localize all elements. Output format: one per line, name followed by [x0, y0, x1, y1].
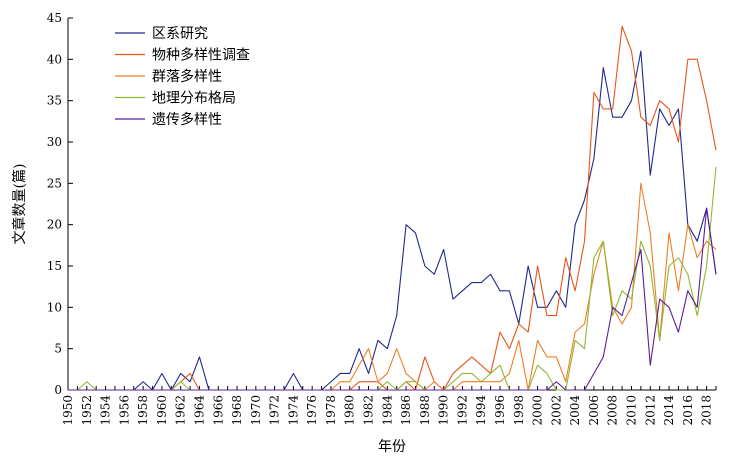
- x-tick-label: 1952: [80, 395, 94, 426]
- x-tick-label: 1964: [192, 395, 206, 426]
- x-tick-label: 1986: [399, 395, 413, 426]
- series-lines: [68, 25, 717, 391]
- x-tick-label: 1954: [99, 395, 113, 426]
- y-tick-label: 10: [47, 300, 62, 314]
- x-tick-label: 1984: [380, 395, 394, 426]
- y-tick-label: 35: [47, 94, 62, 108]
- x-tick-label: 2002: [549, 395, 563, 426]
- x-tick-label: 1990: [437, 395, 451, 426]
- x-tick-label: 2004: [568, 395, 582, 426]
- y-tick-label: 30: [47, 135, 62, 149]
- legend-label-5: 遗传多样性: [152, 111, 222, 128]
- y-tick-label: 40: [47, 52, 62, 66]
- x-tick-label: 2010: [624, 395, 638, 426]
- x-tick-label: 2014: [662, 395, 676, 426]
- x-tick-label: 1982: [362, 395, 376, 426]
- x-tick-label: 1994: [474, 395, 488, 426]
- x-tick-label: 2016: [681, 395, 695, 426]
- x-tick-label: 1980: [343, 395, 357, 426]
- x-tick-label: 1950: [61, 395, 75, 426]
- x-tick-label: 2018: [700, 395, 714, 426]
- x-axis-title: 年份: [378, 439, 406, 455]
- y-tick-label: 0: [54, 383, 62, 397]
- x-tick-label: 1996: [493, 395, 507, 426]
- x-tick-label: 2006: [587, 395, 601, 426]
- x-tick-label: 1968: [230, 395, 244, 426]
- legend-label-2: 物种多样性调查: [152, 47, 250, 64]
- x-tick-label: 1958: [136, 395, 150, 426]
- legend-label-3: 群落多样性: [152, 68, 222, 85]
- x-tick-label: 1972: [268, 395, 282, 426]
- x-tick-label: 1974: [286, 395, 300, 426]
- y-ticks: 0 5 10 15 20 25 30 35 40 45: [47, 11, 73, 397]
- x-tick-label: 1970: [249, 395, 263, 426]
- x-tick-label: 1960: [155, 395, 169, 426]
- x-tick-label: 1998: [512, 395, 526, 426]
- y-tick-label: 15: [47, 259, 62, 273]
- x-tick-label: 1962: [174, 395, 188, 426]
- series-line-1: [68, 50, 717, 391]
- y-axis-title: 文章数量(篇): [11, 164, 28, 245]
- x-tick-label: 2000: [531, 395, 545, 426]
- x-tick-label: 1956: [117, 395, 131, 426]
- legend-label-4: 地理分布格局: [152, 91, 236, 107]
- series-line-4: [68, 166, 717, 391]
- x-tick-label: 1988: [418, 395, 432, 426]
- y-tick-label: 20: [47, 218, 62, 232]
- x-tick-label: 1966: [211, 395, 225, 426]
- series-line-5: [68, 207, 717, 391]
- x-tick-label: 1978: [324, 395, 338, 426]
- x-tick-label: 2012: [643, 395, 657, 426]
- y-tick-label: 5: [54, 342, 62, 356]
- y-tick-label: 25: [47, 176, 62, 190]
- series-line-3: [68, 182, 717, 391]
- y-tick-label: 45: [47, 11, 62, 25]
- x-tick-label: 2008: [606, 395, 620, 426]
- x-tick-label: 1992: [455, 395, 469, 426]
- legend-label-1: 区系研究: [152, 26, 208, 42]
- x-ticks: 1950 1952 1954 1956 1958 1960 1962 1964 1966 1968…: [61, 386, 717, 426]
- x-tick-label: 1976: [305, 395, 319, 426]
